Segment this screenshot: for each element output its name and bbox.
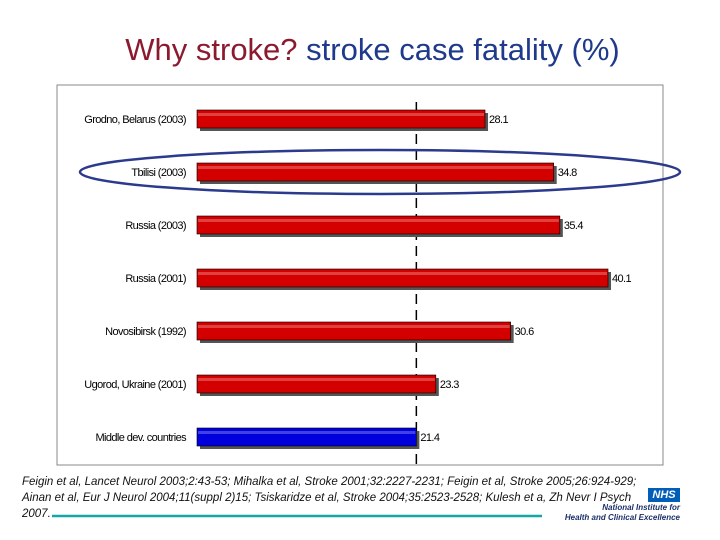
bar (196, 215, 561, 235)
category-label: Middle dev. countries (95, 432, 187, 444)
bar (196, 268, 609, 288)
bar-sheen (198, 113, 485, 116)
value-label: 21.4 (420, 432, 439, 444)
bar (196, 162, 555, 182)
references: Feigin et al, Lancet Neurol 2003;2:43-53… (22, 474, 662, 522)
reference-line-2: Ainan et al, Eur J Neurol 2004;11(suppl … (22, 492, 632, 504)
bar-sheen (198, 378, 435, 381)
title-part1: Why stroke? (125, 32, 298, 67)
bar-sheen (198, 325, 510, 328)
category-label: Russia (2003) (125, 220, 186, 232)
category-label: Russia (2001) (125, 273, 186, 285)
bar (196, 374, 437, 394)
nhs-badge: NHS (648, 488, 680, 502)
reference-line-1: Feigin et al, Lancet Neurol 2003;2:43-53… (22, 476, 637, 488)
reference-line-3: 2007. (22, 508, 51, 520)
bar-sheen (198, 272, 608, 275)
value-label: 35.4 (564, 220, 583, 232)
value-label: 23.3 (440, 379, 459, 391)
title-part2: stroke case fatality (%) (306, 32, 620, 67)
category-label: Tbilisi (2003) (131, 167, 186, 179)
category-label: Grodno, Belarus (2003) (84, 114, 186, 126)
bar-sheen (198, 219, 559, 222)
value-label: 30.6 (515, 326, 534, 338)
slide-title: Why stroke? stroke case fatality (%) (0, 30, 720, 70)
nhs-logo: NHS National Institute for Health and Cl… (565, 488, 680, 524)
nhs-logo-line1: National Institute for (602, 503, 680, 512)
bar-sheen (198, 166, 553, 169)
category-label: Novosibirsk (1992) (105, 326, 186, 338)
value-label: 34.8 (558, 167, 577, 179)
highlight-ellipse (78, 148, 682, 196)
value-label: 28.1 (489, 114, 508, 126)
bar-sheen (198, 431, 416, 434)
bar (196, 109, 486, 129)
value-label: 40.1 (612, 273, 631, 285)
nhs-logo-line2: Health and Clinical Excellence (564, 513, 680, 522)
bar (196, 427, 417, 447)
bar (196, 321, 511, 341)
category-label: Ugorod, Ukraine (2001) (84, 379, 186, 391)
